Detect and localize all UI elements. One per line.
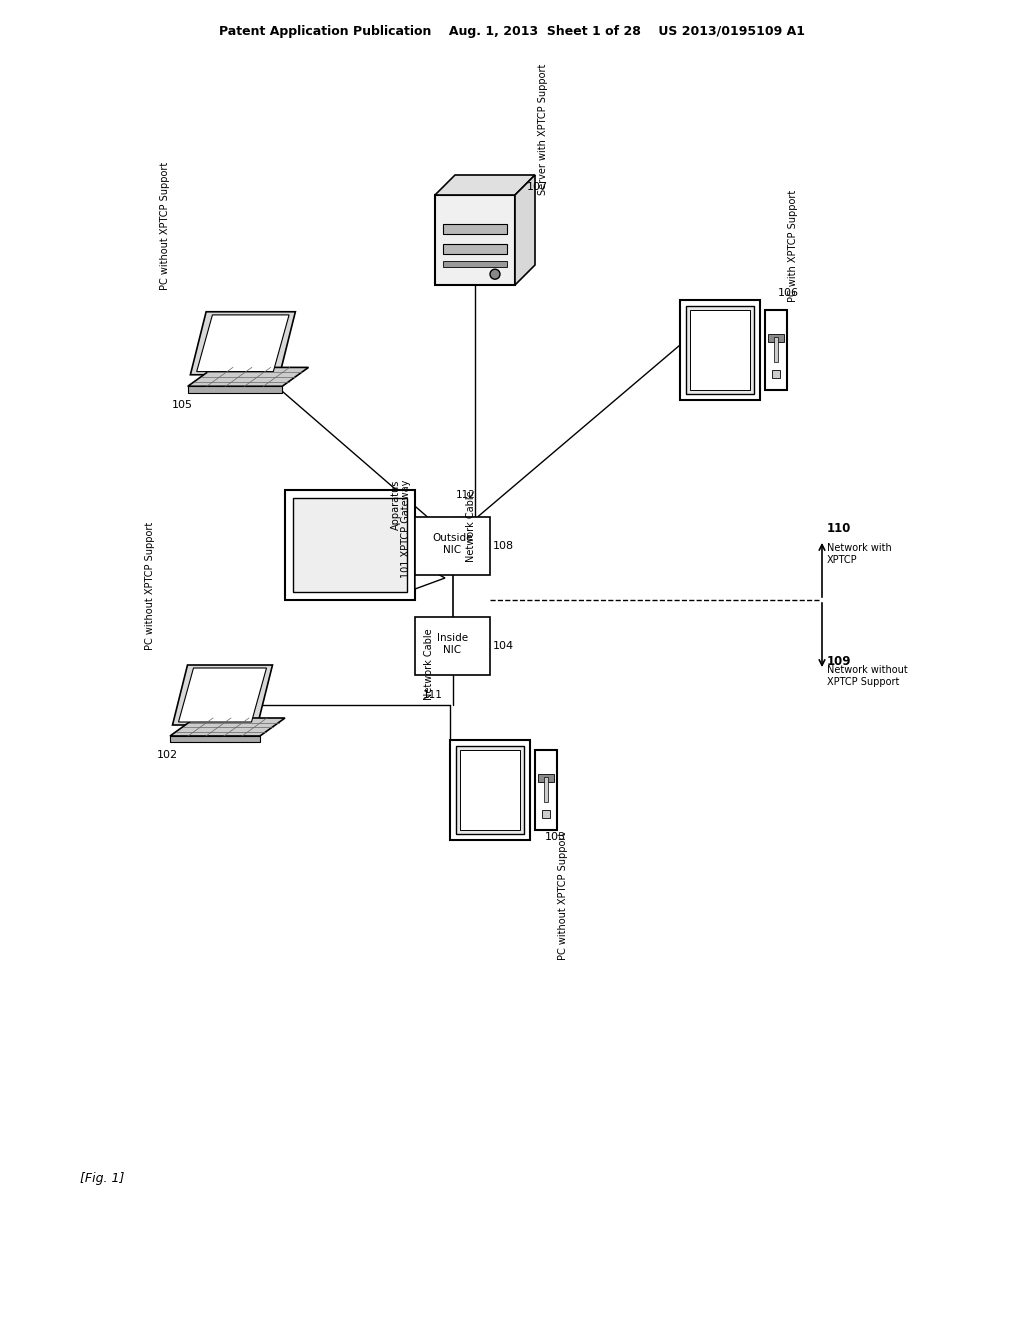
Text: 112: 112 — [456, 490, 475, 500]
Polygon shape — [435, 176, 535, 195]
Text: 106: 106 — [778, 288, 799, 298]
Circle shape — [490, 269, 500, 280]
Text: 104: 104 — [493, 642, 514, 651]
Text: 108: 108 — [493, 541, 514, 550]
Text: [Fig. 1]: [Fig. 1] — [80, 1172, 124, 1185]
Bar — [538, 774, 554, 781]
Polygon shape — [187, 387, 283, 392]
Text: Network without
XPTCP Support: Network without XPTCP Support — [827, 665, 907, 686]
Text: Apparatus: Apparatus — [391, 480, 401, 531]
Text: 111: 111 — [423, 690, 442, 700]
Text: Patent Application Publication    Aug. 1, 2013  Sheet 1 of 28    US 2013/0195109: Patent Application Publication Aug. 1, 2… — [219, 25, 805, 38]
Text: PC without XPTCP Support: PC without XPTCP Support — [160, 162, 170, 290]
Bar — [535, 750, 557, 830]
Polygon shape — [178, 668, 266, 722]
Bar — [680, 300, 760, 400]
Text: 101 XPTCP Gateway: 101 XPTCP Gateway — [401, 480, 411, 578]
Text: 110: 110 — [827, 521, 851, 535]
Bar — [293, 498, 407, 591]
Polygon shape — [170, 737, 260, 742]
Polygon shape — [190, 312, 295, 375]
Bar — [686, 306, 754, 393]
Text: Inside
NIC: Inside NIC — [437, 634, 468, 655]
Bar — [443, 243, 507, 253]
Text: PC with XPTCP Support: PC with XPTCP Support — [788, 190, 798, 302]
Bar — [768, 334, 784, 342]
Bar — [415, 517, 490, 576]
Bar — [690, 310, 750, 389]
Polygon shape — [415, 535, 445, 561]
Bar — [460, 750, 520, 830]
Text: Outside
NIC: Outside NIC — [432, 533, 473, 554]
Text: Server with XPTCP Support: Server with XPTCP Support — [538, 63, 548, 195]
Text: 103: 103 — [545, 832, 566, 842]
Text: Network with
XPTCP: Network with XPTCP — [827, 543, 892, 565]
Polygon shape — [172, 665, 272, 725]
Bar — [285, 490, 415, 601]
Bar — [772, 370, 780, 378]
Polygon shape — [435, 195, 515, 285]
Bar — [443, 223, 507, 234]
Bar — [456, 746, 524, 834]
Text: PC without XPTCP Support: PC without XPTCP Support — [145, 521, 155, 649]
Text: Network Cable: Network Cable — [467, 490, 476, 561]
Bar — [450, 741, 530, 840]
Polygon shape — [415, 561, 445, 589]
Polygon shape — [515, 176, 535, 285]
Bar — [765, 310, 787, 389]
Text: 105: 105 — [172, 400, 193, 411]
Text: 109: 109 — [827, 655, 852, 668]
Polygon shape — [187, 367, 308, 387]
Polygon shape — [170, 718, 285, 737]
Text: 102: 102 — [157, 750, 178, 760]
Bar — [415, 616, 490, 675]
Text: Network Cable: Network Cable — [425, 628, 434, 700]
Bar — [544, 777, 548, 803]
Bar — [774, 337, 778, 362]
Bar — [443, 261, 507, 267]
Text: PC without XPTCP Support: PC without XPTCP Support — [558, 832, 568, 960]
Polygon shape — [197, 315, 289, 372]
Bar — [542, 810, 550, 818]
Text: 107: 107 — [527, 182, 548, 191]
